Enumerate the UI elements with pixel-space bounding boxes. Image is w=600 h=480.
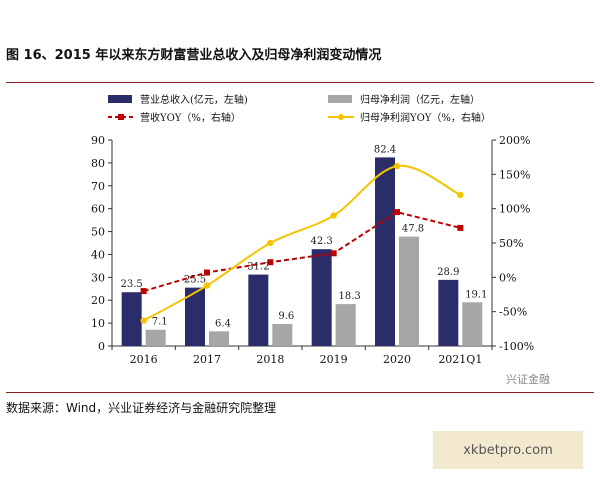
bar-0-2016	[121, 292, 142, 346]
revenue-profit-chart: 营业总收入(亿元，左轴) 归母净利润（亿元，左轴） 营收YOY（%，右轴） 归母净利润…	[91, 93, 534, 366]
legend-label-0: 营业总收入(亿元，左轴)	[140, 93, 248, 106]
marker-1-2018	[267, 239, 274, 247]
legend-marker-2	[118, 114, 124, 120]
left-tick-label: 30	[91, 271, 105, 284]
bars	[121, 157, 483, 346]
x-tick-label: 2016	[130, 353, 158, 366]
bar-0-2018	[248, 274, 269, 346]
data-label: 7.1	[152, 317, 168, 328]
watermark: 兴证金融	[506, 373, 550, 386]
line-series-1	[143, 165, 461, 322]
data-label: 23.5	[121, 279, 143, 290]
data-label: 25.5	[184, 275, 206, 286]
marker-1-2017	[203, 282, 211, 289]
bar-0-2017	[185, 287, 205, 346]
left-tick-label: 70	[91, 180, 105, 193]
left-tick-label: 50	[91, 226, 105, 239]
data-label: 42.3	[311, 236, 333, 247]
x-tick-label: 2020	[383, 353, 411, 366]
data-labels: 23.5 25.5 31.2 42.3 82.4 28.9 7.1 6.4 9.6 18.3 47.…	[121, 144, 488, 329]
legend-label-3: 归母净利润YOY（%，右轴）	[360, 111, 491, 124]
bar-1-2016	[145, 329, 166, 346]
left-tick-label: 60	[91, 203, 105, 216]
x-tick-label: 2018	[256, 353, 284, 366]
left-tick-label: 80	[91, 157, 105, 170]
line-series-0	[143, 211, 461, 293]
figure-title: 图 16、2015 年以来东方财富营业总收入及归母净利润变动情况	[6, 48, 382, 63]
bar-0-2019	[311, 249, 332, 346]
data-label: 6.4	[215, 318, 231, 329]
data-label: 18.3	[339, 291, 361, 302]
marker-0-2021Q1	[457, 224, 464, 231]
data-label: 28.9	[437, 267, 459, 278]
right-tick-label: -50%	[499, 306, 527, 319]
bar-1-2020	[399, 236, 419, 346]
data-label: 47.8	[402, 224, 424, 235]
data-label: 82.4	[374, 144, 396, 155]
right-tick-label: -100%	[499, 340, 534, 353]
marker-1-2021Q1	[457, 191, 464, 199]
legend: 营业总收入(亿元，左轴) 归母净利润（亿元，左轴） 营收YOY（%，右轴） 归母净利润…	[108, 93, 491, 124]
x-tick-label: 2021Q1	[438, 353, 482, 366]
legend-label-2: 营收YOY（%，右轴）	[140, 111, 241, 124]
marker-1-2020	[393, 162, 401, 170]
legend-swatch-0	[108, 95, 132, 103]
right-tick-label: 50%	[499, 237, 523, 250]
source-note: 数据来源：Wind，兴业证券经济与金融研究院整理	[6, 401, 277, 415]
marker-0-2016	[140, 288, 147, 295]
marker-0-2019	[330, 250, 337, 257]
right-tick-label: 150%	[499, 168, 530, 181]
marker-1-2016	[140, 317, 147, 324]
data-label: 9.6	[278, 311, 294, 322]
site-badge: xkbetpro.com	[433, 431, 583, 469]
bar-1-2018	[272, 324, 293, 346]
legend-swatch-1	[328, 95, 352, 103]
axes: 0 10 20 30 40 50 60 70 80 90 -100% -50% 0% 50% 100% 150…	[91, 134, 534, 366]
bar-1-2021Q1	[462, 302, 483, 346]
data-label: 19.1	[465, 289, 487, 300]
marker-0-2017	[204, 269, 210, 276]
bar-1-2017	[209, 331, 229, 346]
x-tick-label: 2017	[193, 353, 221, 366]
legend-label-1: 归母净利润（亿元，左轴）	[360, 93, 480, 106]
marker-0-2018	[267, 259, 274, 266]
source-rule	[6, 392, 594, 393]
left-tick-label: 90	[91, 134, 105, 147]
left-tick-label: 10	[91, 317, 105, 330]
bar-1-2019	[335, 304, 356, 346]
right-tick-label: 200%	[499, 134, 530, 147]
x-tick-label: 2019	[320, 353, 348, 366]
right-tick-label: 0%	[499, 271, 516, 284]
marker-1-2019	[330, 212, 337, 219]
legend-marker-3	[338, 114, 344, 120]
data-label: 31.2	[247, 262, 269, 273]
bar-0-2020	[375, 157, 395, 346]
marker-0-2020	[394, 209, 400, 216]
left-tick-label: 20	[91, 294, 105, 307]
bar-0-2021Q1	[438, 279, 459, 346]
title-rule	[6, 82, 594, 83]
left-tick-label: 0	[98, 340, 105, 353]
left-tick-label: 40	[91, 248, 105, 261]
lines	[140, 162, 464, 324]
right-tick-label: 100%	[499, 203, 530, 216]
